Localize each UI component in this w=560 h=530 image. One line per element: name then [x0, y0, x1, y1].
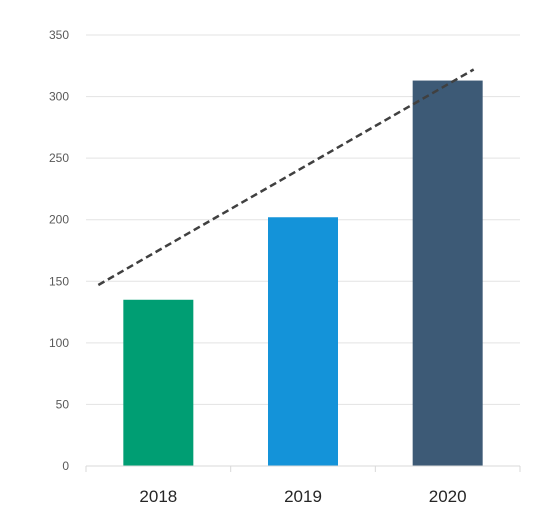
- x-axis-labels: 2018 2019 2020: [139, 487, 466, 506]
- y-tick-label: 250: [49, 151, 69, 165]
- bar-2019: [268, 217, 338, 466]
- y-tick-label: 350: [49, 28, 69, 42]
- y-tick-label: 50: [56, 397, 70, 411]
- y-tick-label: 0: [62, 459, 69, 473]
- y-tick-label: 100: [49, 336, 69, 350]
- y-axis-labels: 0 50 100 150 200 250 300 350: [49, 28, 69, 473]
- bar-2020: [412, 80, 483, 466]
- trendline-group: [97, 68, 475, 287]
- trendline: [97, 68, 475, 287]
- bar-2018: [123, 299, 194, 466]
- bars: [123, 80, 483, 466]
- y-tick-label: 300: [49, 90, 69, 104]
- y-tick-label: 200: [49, 213, 69, 227]
- x-tick-label: 2018: [139, 487, 177, 506]
- y-tick-label: 150: [49, 274, 69, 288]
- x-tick-label: 2019: [284, 487, 322, 506]
- x-tick-label: 2020: [429, 487, 467, 506]
- x-axis: [85, 465, 521, 472]
